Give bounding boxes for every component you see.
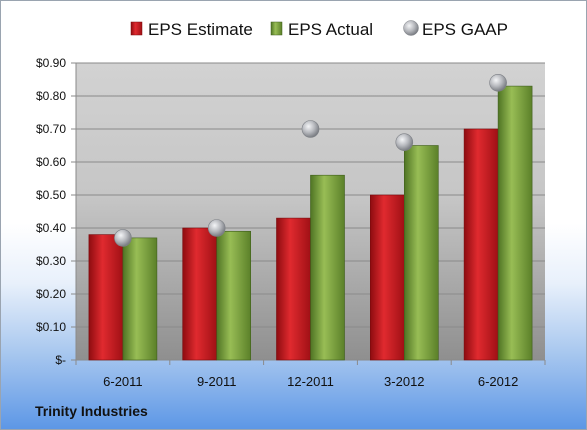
legend-label-eps-gaap: EPS GAAP xyxy=(422,20,508,39)
y-tick-label: $0.30 xyxy=(36,254,66,268)
bar-eps-actual xyxy=(122,237,158,361)
y-tick-label: $0.40 xyxy=(36,221,66,235)
bar-eps-actual xyxy=(497,85,533,361)
company-name: Trinity Industries xyxy=(35,403,148,419)
bar-eps-actual xyxy=(403,145,439,361)
bar-eps-actual xyxy=(216,231,251,361)
bar-eps-estimate xyxy=(463,128,499,361)
legend-swatch-eps-estimate xyxy=(130,21,143,36)
point-eps-gaap xyxy=(114,229,132,247)
bar-eps-estimate xyxy=(276,217,311,361)
x-tick-label: 6-2012 xyxy=(478,374,518,389)
x-tick-label: 6-2011 xyxy=(103,374,143,389)
point-eps-gaap xyxy=(489,74,507,92)
bar-eps-estimate xyxy=(369,194,405,361)
x-tick-label: 3-2012 xyxy=(384,374,424,389)
bar-eps-estimate xyxy=(182,227,217,361)
y-tick-label: $0.10 xyxy=(36,320,66,334)
point-eps-gaap xyxy=(395,133,414,151)
x-tick-label: 12-2011 xyxy=(287,374,334,389)
y-tick-label: $0.50 xyxy=(36,188,66,202)
legend-swatch-eps-actual xyxy=(270,21,283,36)
legend-label-eps-actual: EPS Actual xyxy=(288,20,373,39)
point-eps-gaap xyxy=(207,219,226,237)
y-tick-label: $0.80 xyxy=(36,89,66,103)
plot-area: $- $0.10 $0.20 $0.30 $0.40 $0.50 $0.60 $0.70 $0.… xyxy=(36,56,546,389)
y-tick-label: $0.20 xyxy=(36,287,66,301)
bar-eps-estimate xyxy=(88,234,124,361)
y-tick-label: $- xyxy=(55,353,66,367)
legend: EPS Estimate EPS Actual EPS GAAP xyxy=(130,20,508,39)
point-eps-gaap xyxy=(301,120,320,138)
legend-swatch-eps-gaap xyxy=(403,20,419,36)
x-tick-label: 9-2011 xyxy=(197,374,237,389)
bar-eps-actual xyxy=(310,174,345,361)
y-tick-label: $0.70 xyxy=(36,122,66,136)
legend-label-eps-estimate: EPS Estimate xyxy=(148,20,253,39)
y-tick-label: $0.60 xyxy=(36,155,66,169)
y-tick-label: $0.90 xyxy=(36,56,66,70)
